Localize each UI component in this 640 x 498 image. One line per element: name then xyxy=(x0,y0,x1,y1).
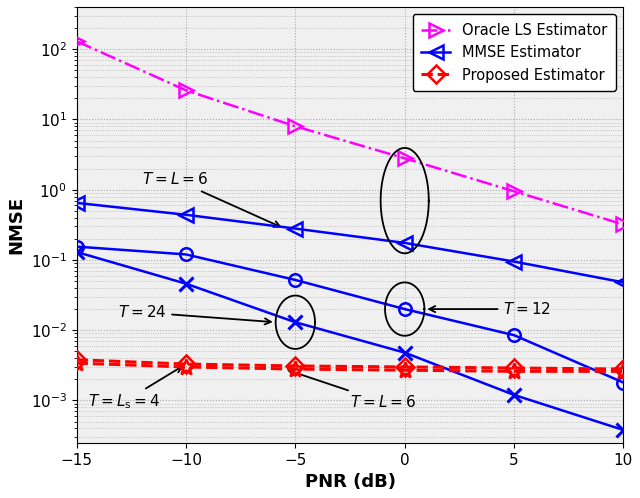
Oracle LS Estimator xyxy=(182,87,190,93)
Legend: Oracle LS Estimator, MMSE Estimator, Proposed Estimator: Oracle LS Estimator, MMSE Estimator, Pro… xyxy=(413,14,616,91)
Text: $T = L = 6$: $T = L = 6$ xyxy=(142,171,280,227)
Text: $T = L = 6$: $T = L = 6$ xyxy=(289,370,416,410)
Oracle LS Estimator xyxy=(510,188,518,194)
Line: Oracle LS Estimator: Oracle LS Estimator xyxy=(70,34,630,232)
Oracle LS Estimator xyxy=(401,155,408,161)
Text: $T = 12$: $T = 12$ xyxy=(429,301,551,317)
Text: $T = L_{\mathrm{s}} = 4$: $T = L_{\mathrm{s}} = 4$ xyxy=(88,367,182,411)
Proposed Estimator xyxy=(182,361,190,367)
Proposed Estimator xyxy=(291,363,299,369)
MMSE Estimator xyxy=(401,240,408,246)
Proposed Estimator xyxy=(401,364,408,370)
Line: Proposed Estimator: Proposed Estimator xyxy=(70,354,630,375)
MMSE Estimator xyxy=(620,279,627,285)
MMSE Estimator xyxy=(510,258,518,264)
Proposed Estimator xyxy=(620,366,627,372)
Line: MMSE Estimator: MMSE Estimator xyxy=(70,196,630,289)
Oracle LS Estimator xyxy=(291,124,299,129)
X-axis label: PNR (dB): PNR (dB) xyxy=(305,473,396,491)
Oracle LS Estimator xyxy=(73,38,81,44)
MMSE Estimator xyxy=(291,226,299,232)
Proposed Estimator xyxy=(73,357,81,363)
Oracle LS Estimator xyxy=(620,222,627,228)
Proposed Estimator xyxy=(510,365,518,371)
MMSE Estimator xyxy=(73,200,81,206)
Y-axis label: NMSE: NMSE xyxy=(7,196,25,254)
Text: $T = 24$: $T = 24$ xyxy=(118,304,271,325)
MMSE Estimator xyxy=(182,212,190,218)
